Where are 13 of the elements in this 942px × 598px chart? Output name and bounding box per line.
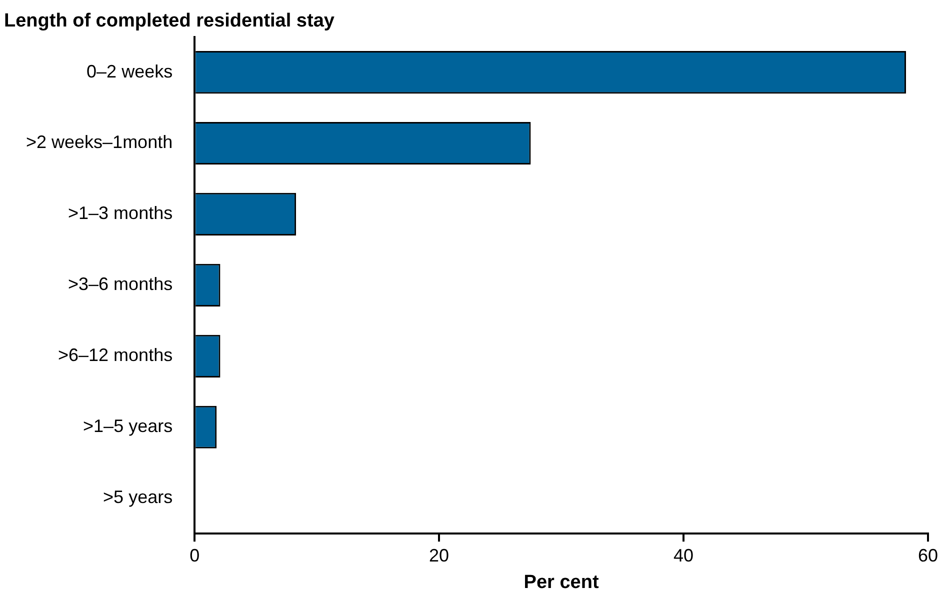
y-tick-label: >1–3 months bbox=[68, 203, 173, 224]
y-tick-label: >2 weeks–1month bbox=[26, 132, 173, 152]
x-tick-label: 40 bbox=[674, 545, 694, 566]
y-tick-label: >3–6 months bbox=[68, 274, 173, 294]
y-tick-label: >1–5 years bbox=[83, 416, 173, 436]
chart-title: Length of completed residential stay bbox=[4, 10, 335, 32]
x-tick-label: 60 bbox=[918, 545, 938, 566]
y-tick-label: 0–2 weeks bbox=[86, 61, 173, 82]
x-tick-label: 0 bbox=[190, 545, 200, 566]
y-tick-label: >6–12 months bbox=[58, 345, 173, 366]
x-axis-title: Per cent bbox=[524, 572, 600, 593]
x-tick-label: 20 bbox=[429, 545, 450, 566]
y-tick-label: >5 years bbox=[103, 487, 173, 508]
